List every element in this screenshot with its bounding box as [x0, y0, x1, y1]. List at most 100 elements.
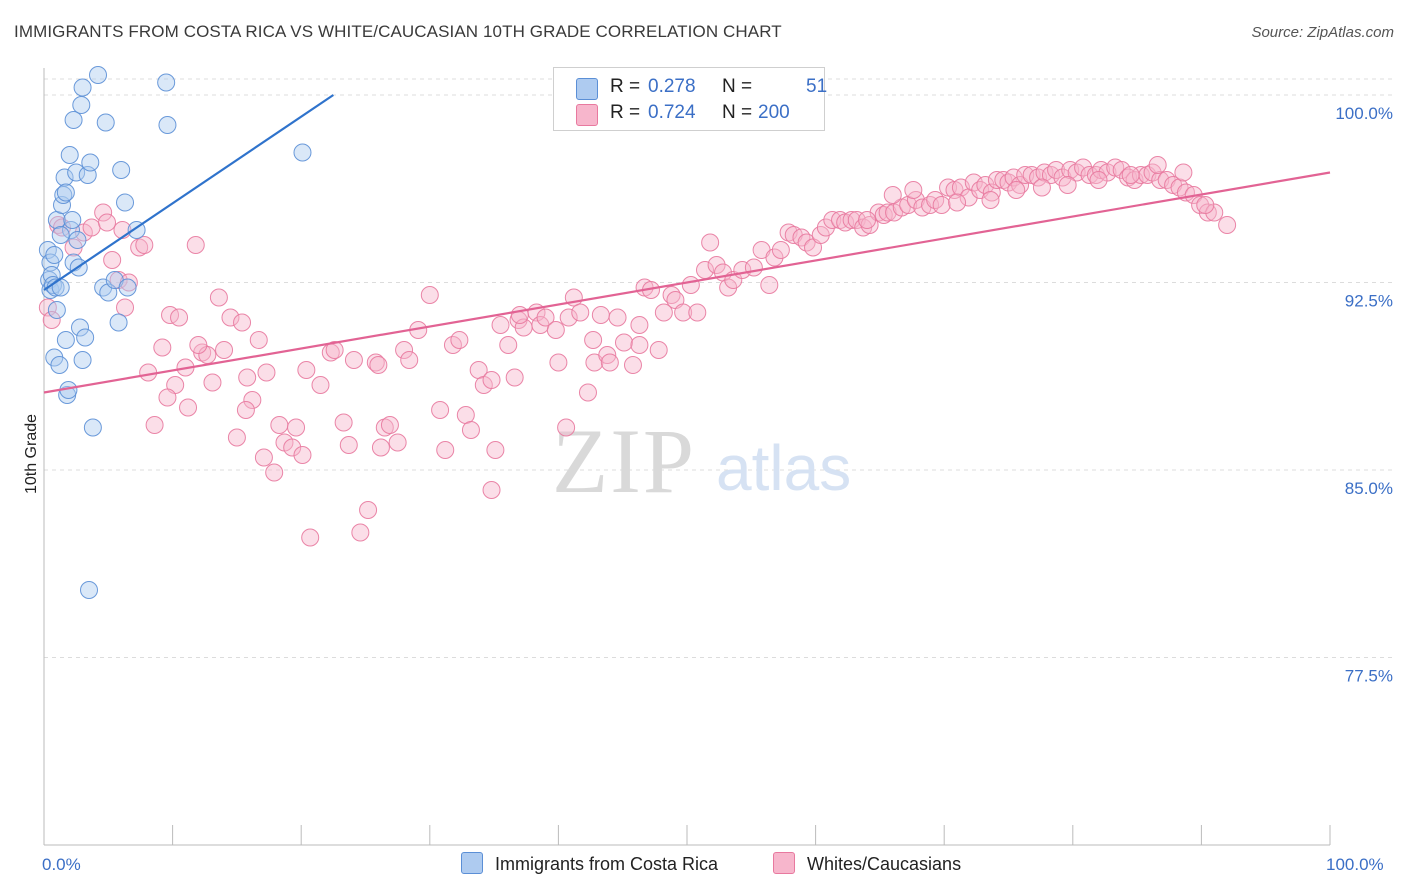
- whites-point: [236, 401, 255, 419]
- whites-point: [614, 333, 633, 352]
- bottom-legend-swatch-pink: [773, 852, 795, 874]
- whites-point: [1041, 166, 1060, 184]
- whites-point: [482, 481, 501, 499]
- y-axis-title: 10th Grade: [23, 414, 40, 494]
- whites-point: [42, 311, 61, 329]
- whites-point: [287, 418, 306, 437]
- whites-point: [270, 416, 289, 434]
- whites-point: [1032, 178, 1051, 197]
- gridlines: [44, 78, 1394, 658]
- y-tick-label: 77.5%: [1345, 667, 1393, 686]
- whites-point: [536, 308, 555, 327]
- whites-point: [591, 306, 610, 324]
- whites-point: [98, 213, 117, 232]
- costa-rica-point: [47, 301, 66, 319]
- costa-rica-point: [116, 193, 135, 212]
- whites-caucasians-points: [38, 156, 1237, 547]
- whites-point: [179, 398, 198, 417]
- costa-rica-point: [47, 211, 66, 229]
- whites-point: [135, 236, 154, 254]
- costa-rica-point: [81, 153, 100, 172]
- costa-rica-point: [293, 143, 312, 162]
- whites-point: [257, 363, 276, 382]
- whites-point: [145, 416, 164, 434]
- whites-point: [359, 501, 378, 519]
- whites-point: [559, 308, 578, 327]
- costa-rica-point: [55, 168, 74, 187]
- whites-point: [674, 303, 693, 322]
- whites-point: [707, 256, 726, 274]
- legend-swatch-pink: [576, 104, 598, 126]
- whites-point: [816, 218, 835, 237]
- costa-rica-points: [38, 66, 312, 599]
- whites-point: [1058, 176, 1077, 194]
- whites-point: [243, 391, 262, 409]
- whites-point: [932, 196, 951, 214]
- whites-point: [765, 248, 784, 267]
- whites-point: [1196, 196, 1215, 214]
- whites-point: [103, 251, 122, 269]
- whites-point: [366, 353, 385, 372]
- whites-point: [1080, 166, 1099, 184]
- whites-point: [649, 341, 668, 359]
- source-label: Source: ZipAtlas.com: [1251, 24, 1394, 41]
- whites-point: [94, 203, 113, 222]
- bottom-legend-costa-rica: Immigrants from Costa Rica: [461, 852, 718, 875]
- costa-rica-point: [76, 328, 95, 347]
- chart-title: IMMIGRANTS FROM COSTA RICA VS WHITE/CAUC…: [14, 22, 782, 41]
- costa-rica-point: [68, 231, 87, 249]
- legend-r-value: 0.278: [648, 76, 696, 97]
- whites-point: [681, 276, 700, 294]
- whites-point: [1148, 156, 1167, 174]
- whites-point: [994, 171, 1013, 189]
- whites-point: [499, 336, 518, 354]
- stats-legend: R = 0.278 N = 51 R = 0.724 N = 200: [553, 67, 828, 131]
- whites-point: [254, 448, 273, 467]
- whites-point: [584, 331, 603, 349]
- costa-rica-point: [80, 581, 99, 599]
- legend-n-value: 200: [758, 102, 790, 123]
- whites-point: [701, 233, 720, 252]
- whites-point: [598, 346, 617, 364]
- y-tick-label: 100.0%: [1335, 104, 1393, 123]
- whites-point: [608, 308, 627, 327]
- whites-point: [860, 216, 879, 234]
- whites-point: [339, 436, 358, 454]
- bottom-legend-whites: Whites/Caucasians: [773, 852, 961, 875]
- legend-swatch-blue: [576, 78, 598, 100]
- costa-rica-point: [56, 183, 75, 202]
- whites-point: [297, 361, 316, 379]
- legend-n-value: 51: [806, 76, 828, 97]
- watermark: ZIP atlas: [552, 410, 851, 512]
- costa-rica-point: [118, 278, 137, 297]
- legend-r-label: R =: [610, 76, 641, 97]
- whites-point: [371, 438, 390, 457]
- costa-rica-trend-line: [43, 94, 334, 291]
- whites-point: [600, 353, 619, 372]
- costa-rica-point: [63, 211, 82, 229]
- costa-rica-point: [56, 331, 75, 349]
- bottom-legend-swatch-blue: [461, 852, 483, 874]
- whites-point: [1121, 166, 1140, 184]
- whites-point: [249, 331, 268, 349]
- whites-point: [158, 388, 177, 407]
- y-tick-label: 92.5%: [1345, 292, 1393, 311]
- whites-point: [450, 331, 469, 349]
- bottom-legend-label: Whites/Caucasians: [807, 854, 962, 874]
- costa-rica-point: [64, 111, 83, 129]
- whites-point: [744, 258, 763, 277]
- whites-point: [557, 418, 576, 437]
- x-max-label: 100.0%: [1326, 855, 1384, 874]
- whites-point: [858, 211, 877, 229]
- trend-lines: [43, 94, 1331, 394]
- whites-point: [209, 288, 228, 307]
- whites-point: [116, 298, 135, 317]
- whites-point: [1086, 166, 1105, 184]
- whites-point: [461, 421, 480, 439]
- whites-point: [505, 368, 524, 387]
- whites-point: [431, 401, 450, 419]
- whites-point: [1191, 196, 1210, 214]
- whites-point: [436, 441, 455, 459]
- whites-point: [233, 313, 252, 332]
